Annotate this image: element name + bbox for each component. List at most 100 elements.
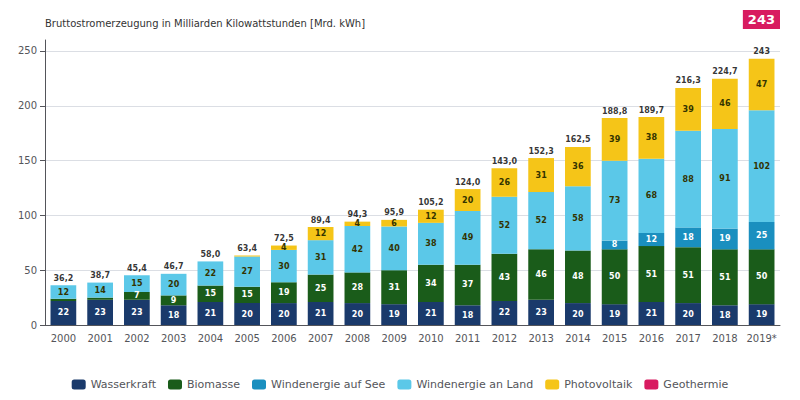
svg-text:143,0: 143,0	[492, 157, 518, 166]
svg-text:25: 25	[756, 231, 768, 240]
svg-text:46: 46	[719, 99, 731, 108]
svg-text:31: 31	[315, 253, 327, 262]
svg-text:91: 91	[719, 174, 731, 183]
svg-text:28: 28	[352, 283, 364, 292]
svg-text:Bruttostromerzeugung in Millia: Bruttostromerzeugung in Milliarden Kilow…	[45, 18, 365, 29]
svg-text:0: 0	[31, 320, 37, 331]
svg-text:Windenergie auf See: Windenergie auf See	[271, 378, 386, 391]
svg-text:2001: 2001	[87, 333, 112, 344]
svg-text:58: 58	[572, 214, 584, 223]
svg-text:19: 19	[389, 310, 401, 319]
svg-text:7: 7	[134, 291, 140, 300]
svg-text:2019*: 2019*	[746, 333, 776, 344]
svg-text:95,9: 95,9	[384, 208, 404, 217]
svg-text:50: 50	[24, 265, 37, 276]
svg-text:20: 20	[572, 310, 584, 319]
svg-text:52: 52	[499, 221, 510, 230]
svg-text:36: 36	[572, 162, 584, 171]
svg-text:51: 51	[719, 273, 731, 282]
svg-text:20: 20	[683, 310, 695, 319]
svg-text:20: 20	[278, 310, 290, 319]
svg-text:36,2: 36,2	[54, 274, 74, 283]
svg-text:34: 34	[425, 279, 437, 288]
svg-text:188,8: 188,8	[602, 107, 628, 116]
svg-text:18: 18	[462, 311, 474, 320]
svg-text:37: 37	[462, 280, 473, 289]
svg-text:6: 6	[391, 219, 397, 228]
svg-text:27: 27	[242, 267, 253, 276]
svg-text:21: 21	[315, 309, 327, 318]
svg-text:162,5: 162,5	[565, 135, 591, 144]
svg-text:51: 51	[646, 270, 658, 279]
svg-text:43: 43	[499, 273, 510, 282]
svg-text:21: 21	[205, 309, 217, 318]
svg-text:12: 12	[646, 235, 657, 244]
svg-text:22: 22	[499, 308, 510, 317]
svg-text:19: 19	[609, 310, 621, 319]
svg-text:31: 31	[536, 171, 548, 180]
svg-text:Biomasse: Biomasse	[187, 378, 240, 391]
svg-text:124,0: 124,0	[455, 178, 481, 187]
svg-text:4: 4	[281, 243, 287, 252]
svg-text:22: 22	[58, 308, 69, 317]
svg-text:2008: 2008	[345, 333, 370, 344]
svg-text:12: 12	[425, 212, 436, 221]
svg-text:15: 15	[131, 279, 143, 288]
svg-text:50: 50	[756, 272, 768, 281]
svg-text:25: 25	[315, 284, 327, 293]
svg-text:18: 18	[168, 311, 180, 320]
svg-text:4: 4	[355, 219, 361, 228]
svg-text:14: 14	[95, 286, 107, 295]
svg-text:42: 42	[352, 245, 363, 254]
svg-text:20: 20	[168, 280, 180, 289]
svg-text:39: 39	[683, 105, 695, 114]
svg-text:Geothermie: Geothermie	[663, 378, 728, 391]
svg-text:12: 12	[58, 288, 69, 297]
svg-text:18: 18	[683, 233, 695, 242]
svg-text:38: 38	[646, 133, 658, 142]
svg-text:48: 48	[572, 272, 584, 281]
svg-text:20: 20	[462, 196, 474, 205]
svg-text:152,3: 152,3	[528, 147, 553, 156]
svg-text:15: 15	[242, 290, 254, 299]
svg-text:58,0: 58,0	[201, 250, 221, 259]
svg-text:2005: 2005	[234, 333, 259, 344]
svg-text:40: 40	[389, 244, 401, 253]
svg-text:38,7: 38,7	[90, 271, 110, 280]
svg-text:150: 150	[18, 155, 37, 166]
svg-text:8: 8	[612, 240, 618, 249]
svg-text:2002: 2002	[124, 333, 149, 344]
svg-text:102: 102	[753, 162, 770, 171]
svg-text:46: 46	[536, 270, 548, 279]
svg-text:224,7: 224,7	[712, 67, 737, 76]
svg-text:23: 23	[131, 308, 142, 317]
svg-text:23: 23	[536, 308, 547, 317]
svg-text:12: 12	[315, 229, 326, 238]
svg-text:2016: 2016	[639, 333, 664, 344]
svg-text:2003: 2003	[161, 333, 186, 344]
svg-text:89,4: 89,4	[311, 216, 331, 225]
svg-text:100: 100	[18, 210, 37, 221]
svg-text:38: 38	[425, 239, 437, 248]
svg-text:15: 15	[205, 289, 217, 298]
svg-text:Windenergie an Land: Windenergie an Land	[416, 378, 533, 391]
svg-text:2006: 2006	[271, 333, 296, 344]
svg-text:49: 49	[462, 233, 474, 242]
svg-text:2007: 2007	[308, 333, 333, 344]
svg-text:21: 21	[425, 309, 437, 318]
svg-text:19: 19	[756, 310, 768, 319]
svg-text:20: 20	[242, 310, 254, 319]
svg-text:2000: 2000	[51, 333, 76, 344]
svg-text:19: 19	[719, 234, 731, 243]
svg-text:22: 22	[205, 269, 216, 278]
svg-text:2012: 2012	[492, 333, 517, 344]
svg-text:2010: 2010	[418, 333, 443, 344]
svg-text:2017: 2017	[675, 333, 700, 344]
svg-text:Photovoltaik: Photovoltaik	[564, 378, 633, 391]
svg-text:Wasserkraft: Wasserkraft	[91, 378, 157, 391]
svg-text:200: 200	[18, 100, 37, 111]
svg-text:2018: 2018	[712, 333, 737, 344]
svg-text:20: 20	[352, 310, 364, 319]
svg-text:189,7: 189,7	[639, 106, 664, 115]
svg-text:39: 39	[609, 135, 621, 144]
